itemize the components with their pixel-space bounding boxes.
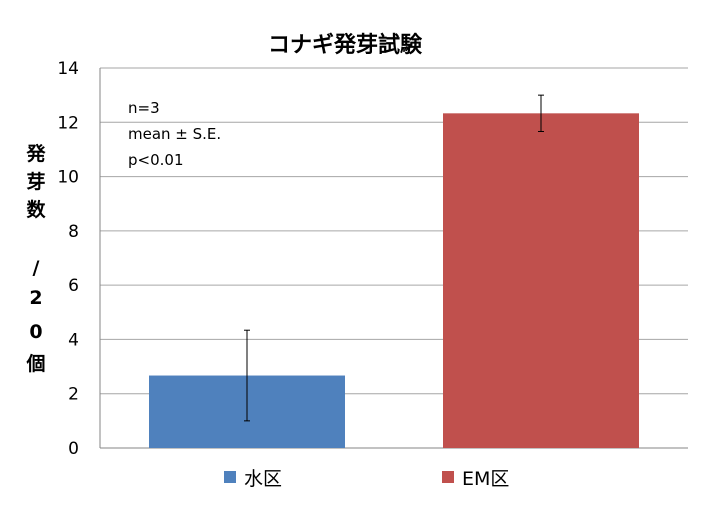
legend-label: EM区 bbox=[462, 468, 509, 490]
y-axis-label-char: 個 bbox=[25, 353, 45, 375]
y-tick-label: 2 bbox=[68, 385, 79, 405]
y-axis-label-char: 2 bbox=[29, 287, 42, 309]
y-axis-label-char: 芽 bbox=[26, 170, 45, 193]
annotation-text: n=3 bbox=[128, 99, 160, 117]
chart-title: コナギ発芽試験 bbox=[268, 32, 423, 58]
y-axis-label: 発芽数 / 2 0 個 bbox=[25, 142, 46, 375]
y-axis-label-char: 数 bbox=[26, 198, 46, 221]
y-tick-label: 14 bbox=[57, 59, 79, 79]
y-tick-label: 4 bbox=[68, 330, 79, 350]
y-tick-label: 6 bbox=[68, 276, 79, 296]
legend-swatch bbox=[224, 471, 236, 483]
y-axis-label-char: / bbox=[33, 257, 40, 279]
bars bbox=[149, 94, 639, 448]
annotation-text: mean ± S.E. bbox=[128, 125, 221, 143]
annotations: n=3 mean ± S.E. p<0.01 bbox=[128, 99, 221, 169]
y-axis-label-char: 発 bbox=[25, 142, 46, 165]
annotation-text: p<0.01 bbox=[128, 151, 184, 169]
y-tick-label: 10 bbox=[57, 168, 79, 188]
y-tick-label: 8 bbox=[68, 222, 79, 242]
y-tick-label: 0 bbox=[68, 439, 79, 459]
legend-swatch bbox=[442, 471, 454, 483]
y-tick-label: 12 bbox=[57, 113, 79, 133]
y-axis-ticks: 0 2 4 6 8 10 12 14 bbox=[57, 59, 79, 459]
bar bbox=[443, 113, 639, 448]
legend: 水区 EM区 bbox=[224, 468, 509, 490]
y-axis-label-char: 0 bbox=[29, 321, 42, 343]
legend-label: 水区 bbox=[244, 468, 282, 490]
